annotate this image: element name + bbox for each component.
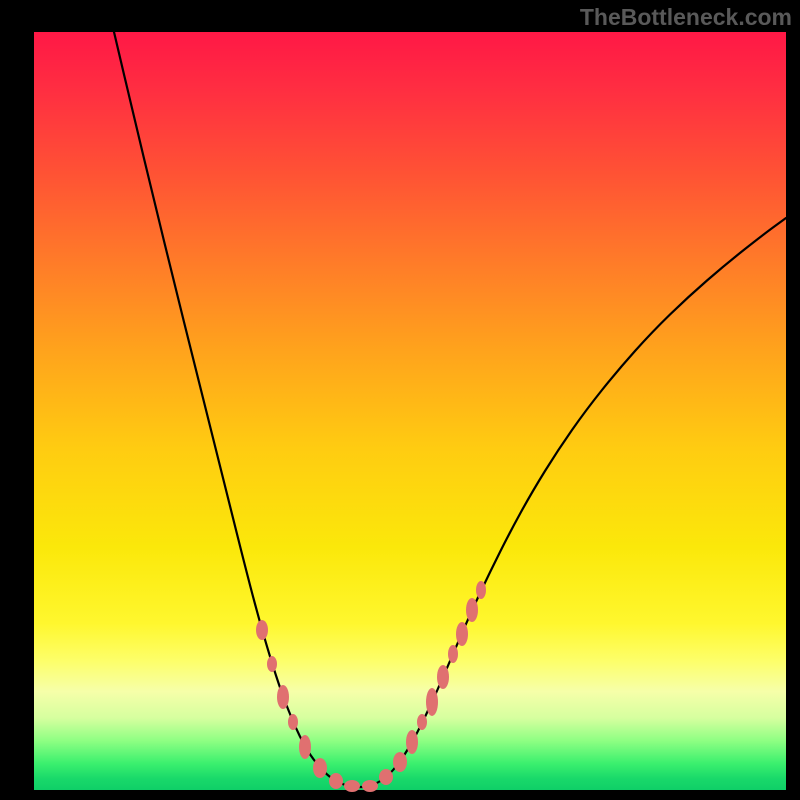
data-marker <box>256 620 268 640</box>
data-marker <box>288 714 298 730</box>
data-marker <box>437 665 449 689</box>
chart-svg <box>34 32 786 790</box>
data-marker <box>406 730 418 754</box>
data-marker <box>362 780 378 792</box>
watermark-text: TheBottleneck.com <box>580 4 792 31</box>
data-marker <box>466 598 478 622</box>
data-marker <box>417 714 427 730</box>
plot-area <box>34 32 786 790</box>
data-marker <box>277 685 289 709</box>
data-marker <box>426 688 438 716</box>
data-marker <box>456 622 468 646</box>
gradient-background <box>34 32 786 790</box>
data-marker <box>476 581 486 599</box>
data-marker <box>267 656 277 672</box>
data-marker <box>379 769 393 785</box>
data-marker <box>313 758 327 778</box>
data-marker <box>393 752 407 772</box>
data-marker <box>329 773 343 789</box>
data-marker <box>299 735 311 759</box>
data-marker <box>448 645 458 663</box>
chart-canvas: TheBottleneck.com <box>0 0 800 800</box>
data-marker <box>344 780 360 792</box>
